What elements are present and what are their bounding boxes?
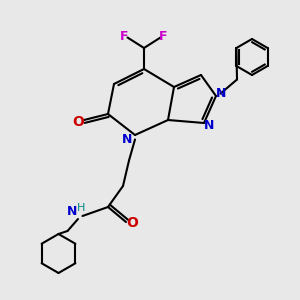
Text: N: N bbox=[204, 119, 214, 133]
Text: F: F bbox=[120, 29, 129, 43]
Text: H: H bbox=[77, 202, 85, 213]
Text: O: O bbox=[72, 115, 84, 128]
Text: F: F bbox=[159, 29, 168, 43]
Text: N: N bbox=[216, 86, 226, 100]
Text: N: N bbox=[67, 205, 77, 218]
Text: N: N bbox=[122, 133, 133, 146]
Text: O: O bbox=[126, 217, 138, 230]
